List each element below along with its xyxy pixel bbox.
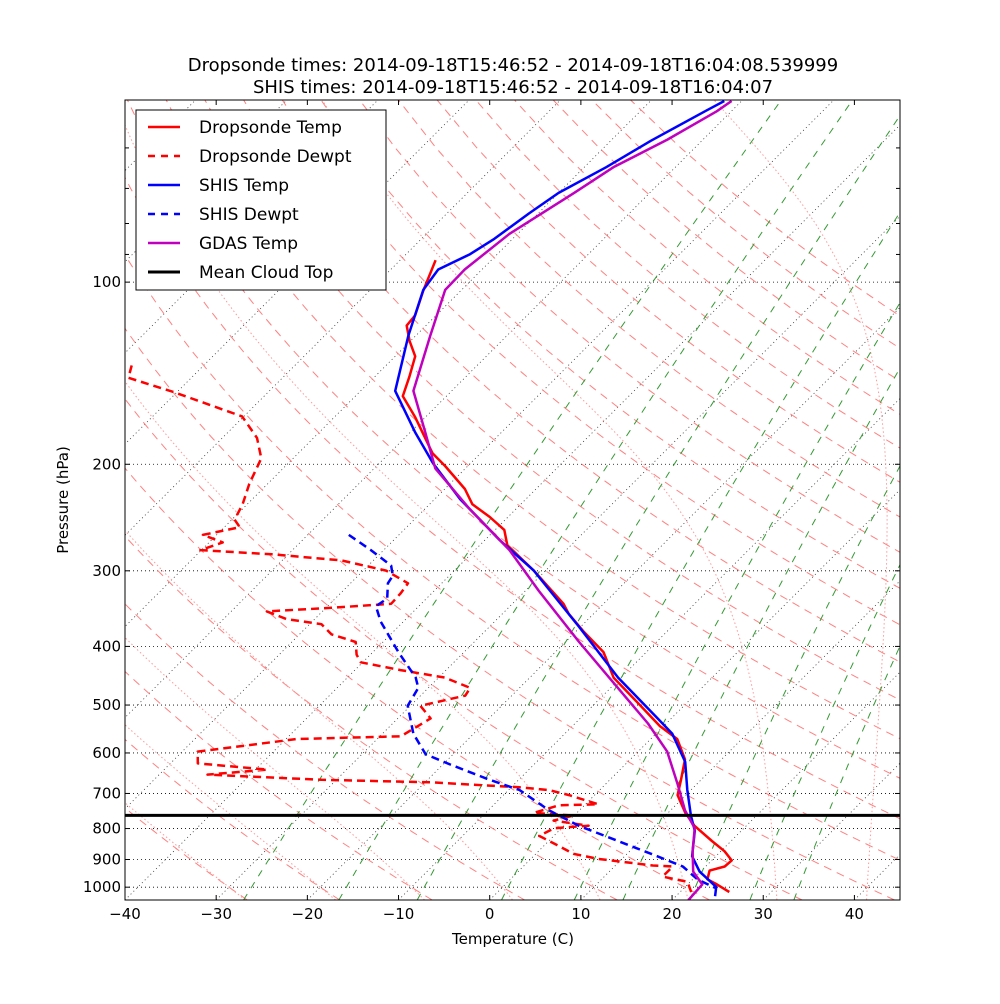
chart-title-line-2: SHIS times: 2014-09-18T15:46:52 - 2014-0…: [253, 77, 773, 98]
y-tick-label: 800: [92, 820, 121, 838]
dry-adiabat-line: [398, 100, 1000, 900]
isotherm-line: [672, 100, 1000, 900]
dry-adiabat-line: [282, 100, 1000, 900]
x-tick-label: −20: [292, 905, 324, 923]
mixing-ratio-line: [574, 100, 1000, 900]
mixing-ratio-line: [339, 100, 853, 900]
legend: Dropsonde Temp Dropsonde Dewpt SHIS Temp SH…: [136, 110, 386, 290]
y-tick-label: 200: [92, 455, 121, 473]
dropsonde-dewpt-legend-label: Dropsonde Dewpt: [199, 147, 352, 167]
shis-dewpt-line: [349, 535, 715, 888]
moist-adiabat-line: [322, 100, 777, 900]
dry-adiabat-line: [553, 100, 1000, 900]
dry-adiabat-line: [321, 100, 1000, 900]
shis-temp-legend-label: SHIS Temp: [199, 176, 289, 196]
x-axis-label: Temperature (C): [451, 930, 574, 948]
y-axis-label: Pressure (hPa): [54, 446, 72, 554]
x-tick-label: 0: [485, 905, 495, 923]
isotherm-line: [854, 100, 1000, 900]
isotherm-line: [763, 100, 1000, 900]
mixing-ratio-line: [417, 100, 910, 900]
mixing-ratio-line: [690, 100, 1000, 900]
x-tick-label: 30: [754, 905, 773, 923]
isotherm-line: [946, 100, 1000, 900]
y-tick-label: 900: [92, 850, 121, 868]
y-tick-label: 300: [92, 562, 121, 580]
y-tick-label: 100: [92, 273, 121, 291]
x-tick-label: −40: [109, 905, 141, 923]
mixing-ratio-line: [794, 100, 1000, 900]
gdas-temp-legend-label: GDAS Temp: [199, 234, 298, 254]
isotherm-line: [399, 100, 1000, 900]
x-tick-label: 10: [571, 905, 590, 923]
x-tick-label: 20: [663, 905, 682, 923]
y-tick-label: 500: [92, 696, 121, 714]
isotherm-line: [0, 100, 13, 900]
y-tick-label: 600: [92, 744, 121, 762]
isotherm-line: [581, 100, 1000, 900]
y-tick-label: 700: [92, 784, 121, 802]
isotherm-line: [490, 100, 1000, 900]
dry-adiabat-line: [592, 100, 1000, 900]
x-tick-label: −10: [383, 905, 415, 923]
dry-adiabat-line: [515, 100, 1000, 900]
mean-cloud-top-legend-label: Mean Cloud Top: [199, 263, 333, 283]
isotherm-line: [0, 100, 104, 900]
y-tick-label: 1000: [83, 878, 121, 896]
chart-title-line-1: Dropsonde times: 2014-09-18T15:46:52 - 2…: [188, 55, 838, 76]
shis-dewpt-legend-label: SHIS Dewpt: [199, 205, 299, 225]
dry-adiabat-line: [476, 100, 1000, 900]
mixing-ratio-line: [750, 100, 1000, 900]
x-tick-label: 40: [845, 905, 864, 923]
y-tick-label: 400: [92, 637, 121, 655]
x-tick-label: −30: [200, 905, 232, 923]
dropsonde-temp-legend-label: Dropsonde Temp: [199, 118, 342, 138]
